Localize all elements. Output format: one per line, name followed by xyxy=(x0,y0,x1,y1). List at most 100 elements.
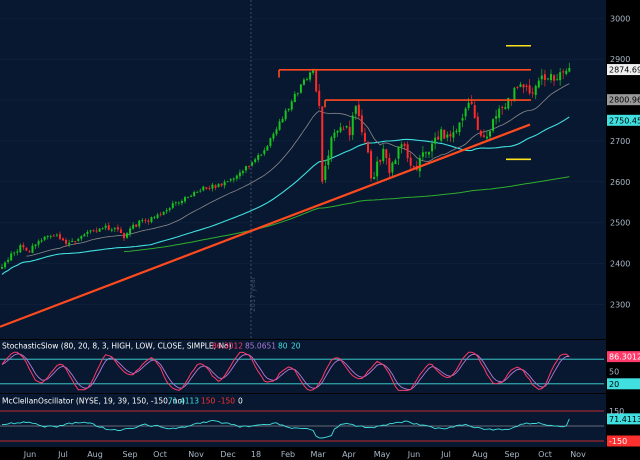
candle-body xyxy=(382,148,385,162)
candle-body xyxy=(245,166,247,171)
candle-body xyxy=(58,234,61,239)
candle-body xyxy=(184,197,186,202)
candle-body xyxy=(257,155,260,160)
candle-body xyxy=(107,225,110,230)
candle-body xyxy=(196,192,199,193)
stochastic-d-value: 85.0651 xyxy=(245,342,276,351)
stochastic-overbought-value: 80 xyxy=(278,342,288,351)
candle-body xyxy=(367,141,369,153)
candle-body xyxy=(342,129,345,131)
candle-body xyxy=(37,241,40,245)
month-label: Jul xyxy=(440,450,451,459)
candle-body xyxy=(489,131,491,137)
stochastic-k-line xyxy=(1,351,570,391)
mcclellan-tag-bg xyxy=(607,413,640,425)
candle-body xyxy=(354,106,357,114)
candle-body xyxy=(25,247,28,251)
price-tag-bg xyxy=(607,94,640,106)
candle-body xyxy=(437,136,440,140)
price-axis-label: 2600 xyxy=(610,178,630,187)
candle-body xyxy=(336,130,339,133)
candle-body xyxy=(443,129,446,139)
stochastic-tag-bg xyxy=(607,378,640,390)
candle-body xyxy=(272,133,275,139)
candle-body xyxy=(434,137,437,144)
price-tag-bg xyxy=(607,64,640,76)
candle-body xyxy=(180,200,183,204)
candle-body xyxy=(348,126,351,136)
month-label: Aug xyxy=(472,450,488,459)
month-label: Jun xyxy=(23,450,37,459)
candle-body xyxy=(492,119,495,131)
candle-body xyxy=(550,74,552,81)
candle-body xyxy=(318,90,321,106)
mcclellan-line xyxy=(1,418,570,439)
candle-body xyxy=(522,84,525,88)
candle-body xyxy=(540,75,543,80)
candle-body xyxy=(199,190,202,192)
candle-body xyxy=(467,102,470,109)
mcclellan-tag-label: -150 xyxy=(609,437,627,446)
candle-body xyxy=(119,229,122,234)
candle-body xyxy=(16,251,19,253)
candle-body xyxy=(248,166,251,167)
month-label: 18 xyxy=(251,450,261,459)
candle-body xyxy=(284,110,287,120)
candle-body xyxy=(260,154,263,156)
candle-body xyxy=(171,203,174,208)
candle-body xyxy=(98,228,101,232)
candle-body xyxy=(330,137,333,158)
candle-body xyxy=(116,227,119,230)
candle-body xyxy=(46,235,49,237)
candle-body xyxy=(4,262,7,268)
candle-body xyxy=(126,233,129,238)
candle-body xyxy=(83,234,86,237)
year-divider-label: 2017 year xyxy=(249,276,257,312)
candle-body xyxy=(7,259,10,262)
candle-body xyxy=(19,245,22,253)
candle-body xyxy=(28,251,31,253)
mcclellan-tag-bg xyxy=(607,435,640,447)
candle-body xyxy=(562,71,565,73)
candle-body xyxy=(187,197,190,199)
candle-body xyxy=(351,115,354,136)
price-axis-label: 2500 xyxy=(610,219,630,228)
price-axis-label: 2700 xyxy=(610,137,630,146)
month-label: Sep xyxy=(504,450,519,459)
price-tag-label: 2800.96 xyxy=(609,96,640,105)
candle-body xyxy=(278,121,281,130)
candle-body xyxy=(251,162,254,166)
candle-body xyxy=(345,126,348,128)
candle-body xyxy=(400,144,403,148)
price-tag-bg xyxy=(607,114,640,126)
candle-body xyxy=(370,151,373,179)
candle-body xyxy=(104,225,107,228)
candle-body xyxy=(519,84,522,87)
stochastic-title: StochasticSlow (80, 20, 8, 3, HIGH, LOW,… xyxy=(2,342,232,351)
support-trendline xyxy=(0,123,531,328)
candle-body xyxy=(144,219,147,221)
candle-body xyxy=(528,85,531,94)
candle-body xyxy=(55,234,58,236)
candle-body xyxy=(123,233,125,239)
candle-body xyxy=(531,92,534,94)
candle-body xyxy=(507,97,510,109)
mcclellan-value: 71.4113 xyxy=(168,397,199,406)
candle-body xyxy=(516,87,519,88)
candle-body xyxy=(373,177,376,180)
price-tag-label: 2874.69 xyxy=(609,66,640,75)
candle-body xyxy=(559,72,562,81)
candle-body xyxy=(449,134,452,137)
candle-body xyxy=(504,107,507,109)
stochastic-tag-label: 86.3012 xyxy=(609,353,640,362)
candle-body xyxy=(220,183,223,186)
candle-body xyxy=(31,245,34,253)
candle-body xyxy=(92,230,95,232)
candle-body xyxy=(309,72,312,80)
candle-body xyxy=(52,235,55,237)
candle-body xyxy=(485,136,488,139)
candle-body xyxy=(479,130,482,136)
price-panel-bg xyxy=(0,0,606,339)
candle-body xyxy=(424,152,427,154)
